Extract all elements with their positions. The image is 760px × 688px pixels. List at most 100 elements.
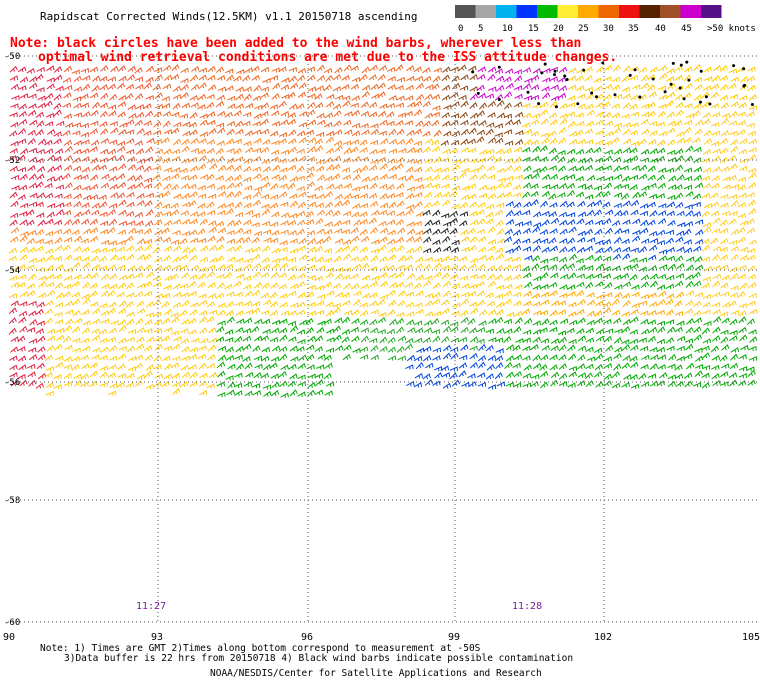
- wind-barb: [296, 219, 306, 226]
- wind-barb: [63, 139, 73, 146]
- wind-barb: [540, 264, 549, 270]
- wind-barb: [307, 119, 317, 126]
- wind-barb: [200, 245, 209, 252]
- wind-barb: [269, 202, 279, 209]
- wind-barb: [558, 381, 568, 387]
- wind-barb: [244, 209, 254, 216]
- wind-barb: [496, 381, 506, 387]
- wind-barb: [370, 128, 379, 136]
- wind-barb: [710, 237, 719, 245]
- wind-barb: [107, 264, 117, 271]
- wind-barb: [323, 281, 333, 289]
- wind-barb: [235, 257, 244, 263]
- wind-barb: [217, 370, 226, 378]
- wind-barb: [217, 210, 226, 216]
- wind-barb: [514, 284, 523, 290]
- wind-barb: [163, 129, 173, 135]
- wind-barb: [577, 298, 586, 306]
- wind-barb: [559, 284, 568, 290]
- wind-barb: [10, 336, 19, 342]
- wind-barb: [281, 77, 290, 83]
- wind-barb: [296, 301, 306, 308]
- wind-barb: [181, 145, 190, 153]
- wind-barb: [666, 111, 675, 118]
- wind-barb: [432, 209, 441, 217]
- wind-barb: [622, 102, 631, 110]
- wind-barb: [378, 110, 387, 118]
- wind-barb: [586, 237, 596, 243]
- wind-barb: [559, 219, 568, 226]
- wind-barb: [549, 256, 558, 262]
- wind-barb: [424, 112, 433, 119]
- wind-barb: [728, 174, 737, 181]
- wind-barb: [233, 138, 242, 144]
- wind-barb: [683, 126, 692, 134]
- wind-barb: [288, 66, 297, 72]
- wind-barb: [441, 94, 451, 101]
- wind-barb: [324, 201, 334, 209]
- wind-barb: [729, 163, 738, 170]
- wind-barb: [243, 158, 253, 164]
- wind-barb: [206, 210, 216, 216]
- wind-barb: [415, 120, 424, 127]
- wind-barb: [73, 201, 82, 208]
- quality-flag-dot: [553, 69, 557, 73]
- wind-barb: [488, 86, 497, 92]
- wind-barb: [648, 139, 657, 145]
- wind-barb: [236, 318, 245, 324]
- wind-barb: [397, 355, 407, 361]
- wind-barb: [684, 380, 693, 388]
- wind-barb: [738, 192, 747, 199]
- wind-barb: [422, 209, 431, 216]
- wind-barb: [153, 138, 163, 145]
- wind-barb: [108, 218, 118, 226]
- wind-barb: [406, 221, 415, 227]
- wind-barb: [379, 294, 388, 300]
- wind-barb: [181, 318, 190, 325]
- wind-barb: [216, 94, 226, 101]
- wind-barb: [217, 263, 226, 270]
- wind-barb: [234, 372, 243, 378]
- wind-barb: [161, 380, 170, 388]
- wind-barb: [396, 345, 405, 353]
- wind-barb: [665, 229, 675, 235]
- wind-barb: [287, 112, 296, 118]
- wind-barb: [314, 389, 324, 396]
- wind-barb: [576, 328, 585, 335]
- wind-barb: [35, 328, 44, 334]
- wind-barb: [243, 165, 252, 173]
- wind-barb: [8, 307, 18, 315]
- wind-barb: [468, 174, 478, 181]
- wind-barb: [53, 93, 62, 101]
- wind-barb: [19, 301, 28, 307]
- wind-barb: [486, 300, 496, 307]
- wind-barb: [441, 213, 450, 219]
- wind-barb: [515, 338, 524, 344]
- wind-barb: [209, 163, 218, 170]
- wind-barb: [55, 327, 65, 334]
- wind-barb: [171, 127, 180, 134]
- wind-barb: [396, 326, 405, 334]
- wind-barb: [253, 281, 263, 289]
- wind-barb: [145, 76, 154, 83]
- wind-barb: [298, 122, 308, 128]
- wind-barb: [666, 293, 675, 299]
- wind-barb: [280, 84, 290, 90]
- wind-barb: [514, 93, 523, 100]
- wind-barb: [584, 86, 593, 92]
- wind-barb: [550, 217, 560, 225]
- wind-barb: [559, 263, 568, 271]
- wind-barb: [721, 112, 731, 118]
- wind-barb: [197, 228, 206, 236]
- wind-barb: [19, 325, 28, 333]
- wind-barb: [621, 238, 630, 244]
- wind-barb: [370, 123, 379, 129]
- wind-barb: [207, 293, 217, 299]
- wind-barb: [460, 291, 470, 298]
- wind-barb: [449, 210, 459, 217]
- wind-barb: [666, 247, 675, 253]
- wind-barb: [422, 373, 431, 380]
- wind-barb: [530, 199, 539, 207]
- wind-barb: [406, 354, 416, 362]
- wind-barb: [35, 201, 44, 208]
